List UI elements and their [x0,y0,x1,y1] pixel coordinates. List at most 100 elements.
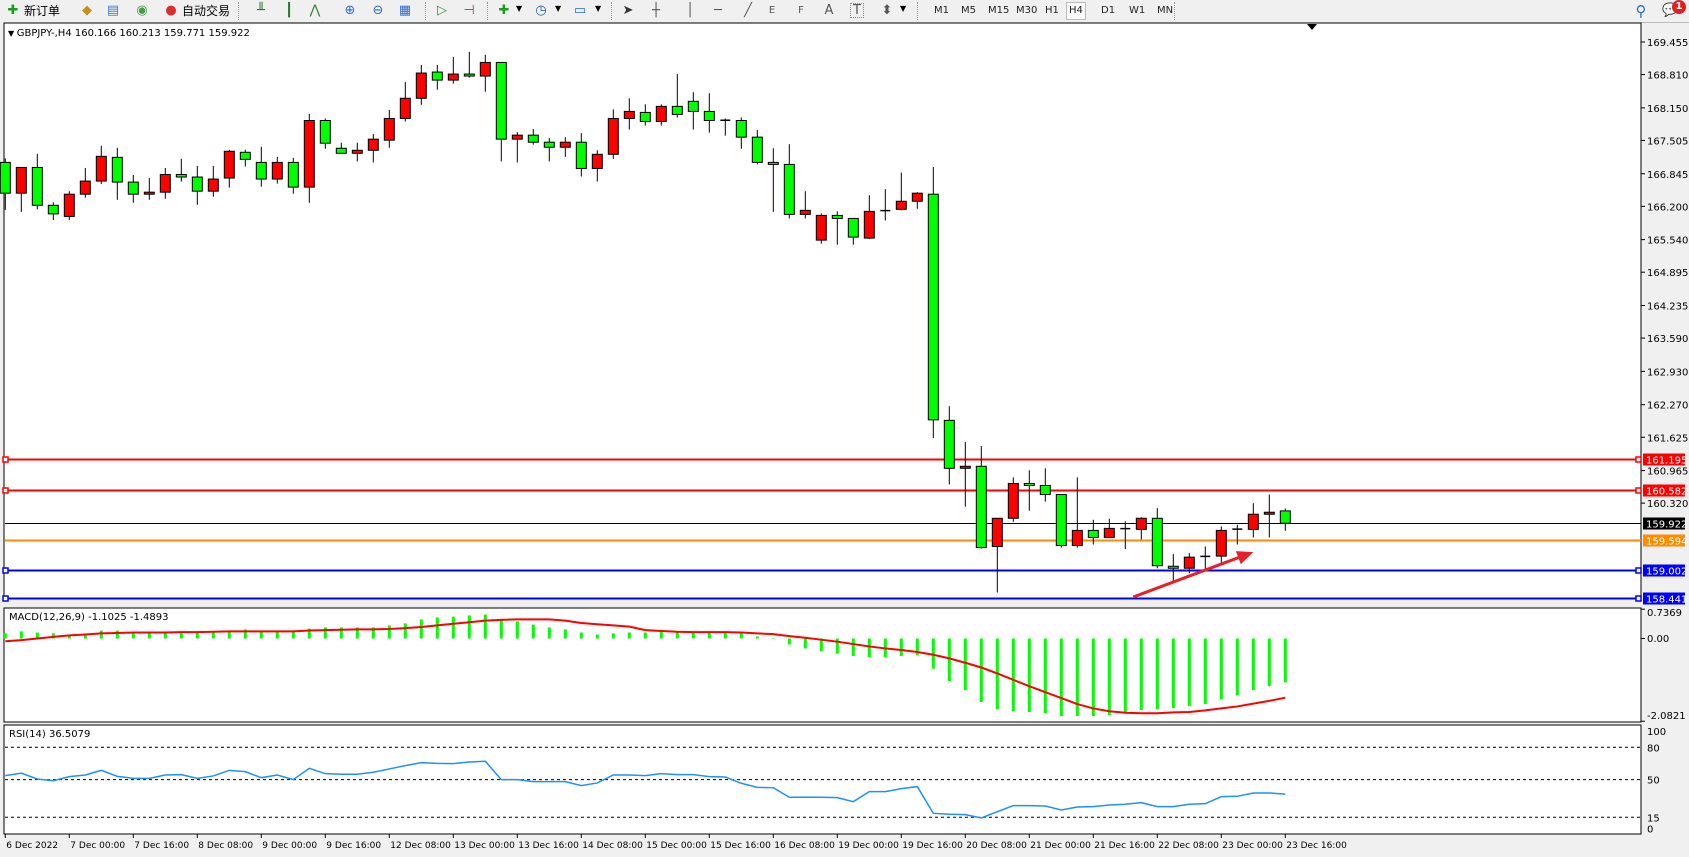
candle[interactable] [943,406,955,485]
candle[interactable] [687,92,699,130]
candle[interactable] [991,517,1003,593]
period-button-m15[interactable]: M15 [988,5,1010,16]
arrows-icon[interactable]: ⬍ [881,3,893,18]
indicators-icon[interactable]: ✚ [498,3,510,18]
period-button-h1[interactable]: H1 [1045,5,1059,16]
crosshair-icon[interactable]: ┼ [652,3,660,18]
cursor-icon[interactable]: ➤ [622,3,634,18]
candle[interactable] [815,213,827,244]
candle[interactable] [303,113,315,203]
bar-chart-icon[interactable]: ╨ [257,3,265,18]
candle[interactable] [175,158,187,182]
candle[interactable] [1071,477,1083,548]
candle[interactable] [319,118,331,149]
fibonacci-icon[interactable]: F [793,3,809,19]
candle[interactable] [15,166,27,212]
candle[interactable] [671,74,683,118]
level-handle-right[interactable] [1635,567,1642,574]
market-watch-icon[interactable]: ◆ [82,3,92,18]
candle[interactable] [1263,494,1275,538]
line-chart-icon[interactable]: ⋀ [309,3,321,18]
candle[interactable] [95,145,107,185]
candle[interactable] [1167,554,1179,582]
candle[interactable] [463,51,475,78]
auto-scroll-icon[interactable]: ▷ [437,3,447,18]
chart-shift-icon[interactable]: ⊣ [463,3,475,18]
candle[interactable] [223,149,235,188]
vertical-line-icon[interactable]: │ [686,3,694,18]
search-icon[interactable]: ⚲ [1635,2,1647,20]
zoom-out-icon[interactable]: ⊖ [372,3,384,18]
candle[interactable] [863,195,875,240]
chart-menu-triangle-icon[interactable]: ▼ [8,29,17,38]
candle[interactable] [191,165,203,205]
horizontal-line-icon[interactable]: ─ [714,3,722,18]
candle[interactable] [720,118,731,136]
candle[interactable] [847,217,859,245]
period-button-mn[interactable]: MN [1157,5,1174,16]
chevron-down-icon[interactable]: ▼ [900,4,907,13]
candlestick-icon[interactable]: ┃ [285,3,293,18]
candle[interactable] [431,64,443,90]
candle[interactable] [1135,517,1147,540]
candle[interactable] [799,191,811,219]
candle[interactable] [47,202,59,220]
candle[interactable] [351,142,363,162]
candle[interactable] [639,104,651,126]
candle[interactable] [735,117,747,149]
candle[interactable] [1215,526,1227,564]
candle[interactable] [495,61,507,162]
candle[interactable] [63,191,75,220]
candle[interactable] [1055,494,1067,548]
candle[interactable] [239,149,251,167]
candle[interactable] [511,132,523,163]
candle[interactable] [767,148,779,212]
candle[interactable] [399,82,411,122]
candle[interactable] [831,211,843,245]
periods-icon[interactable]: ◷ [535,3,547,18]
tile-windows-icon[interactable]: ▦ [398,3,412,18]
candle[interactable] [959,442,971,507]
candle[interactable] [1183,553,1195,574]
candle[interactable] [1007,477,1019,522]
equidistant-channel-icon[interactable]: E [764,3,780,19]
level-handle-right[interactable] [1635,487,1642,494]
signal-icon[interactable]: ◉ [136,3,148,18]
chart-shift-marker-icon[interactable] [1307,24,1317,30]
main-price-pane[interactable] [3,22,1642,600]
candle[interactable] [1200,546,1211,571]
candle[interactable] [367,134,379,163]
period-button-w1[interactable]: W1 [1129,5,1146,16]
candle[interactable] [1247,503,1259,538]
candle[interactable] [527,129,539,145]
chevron-down-icon[interactable]: ▼ [516,4,523,13]
level-handle-left[interactable] [2,567,9,574]
new-order-icon[interactable]: ✚ [7,3,19,18]
candle[interactable] [31,153,43,210]
auto-trading-icon[interactable]: ● [165,3,177,18]
candle[interactable] [479,54,491,92]
candle[interactable] [1120,521,1131,550]
candle[interactable] [927,166,939,439]
level-handle-left[interactable] [2,487,9,494]
macd-pane[interactable] [3,607,1642,723]
candle[interactable] [559,137,571,157]
period-button-m1[interactable]: M1 [934,5,949,16]
candle[interactable] [0,158,11,210]
level-handle-right[interactable] [1635,456,1642,463]
candle[interactable] [911,192,923,209]
trendline-icon[interactable]: ╱ [744,3,752,18]
text-icon[interactable]: A [821,3,837,19]
period-button-d1[interactable]: D1 [1101,5,1116,16]
candle[interactable] [880,189,891,221]
candle[interactable] [1087,519,1099,545]
text-label-icon[interactable]: T [850,3,864,18]
candle[interactable] [895,172,907,211]
candle[interactable] [1039,468,1051,502]
templates-icon[interactable]: ▭ [573,3,587,18]
candle[interactable] [1151,508,1163,569]
new-order-button[interactable]: 新订单 [24,4,61,18]
auto-trading-button[interactable]: 自动交易 [182,4,231,18]
candle[interactable] [975,446,987,549]
candle[interactable] [655,104,667,126]
